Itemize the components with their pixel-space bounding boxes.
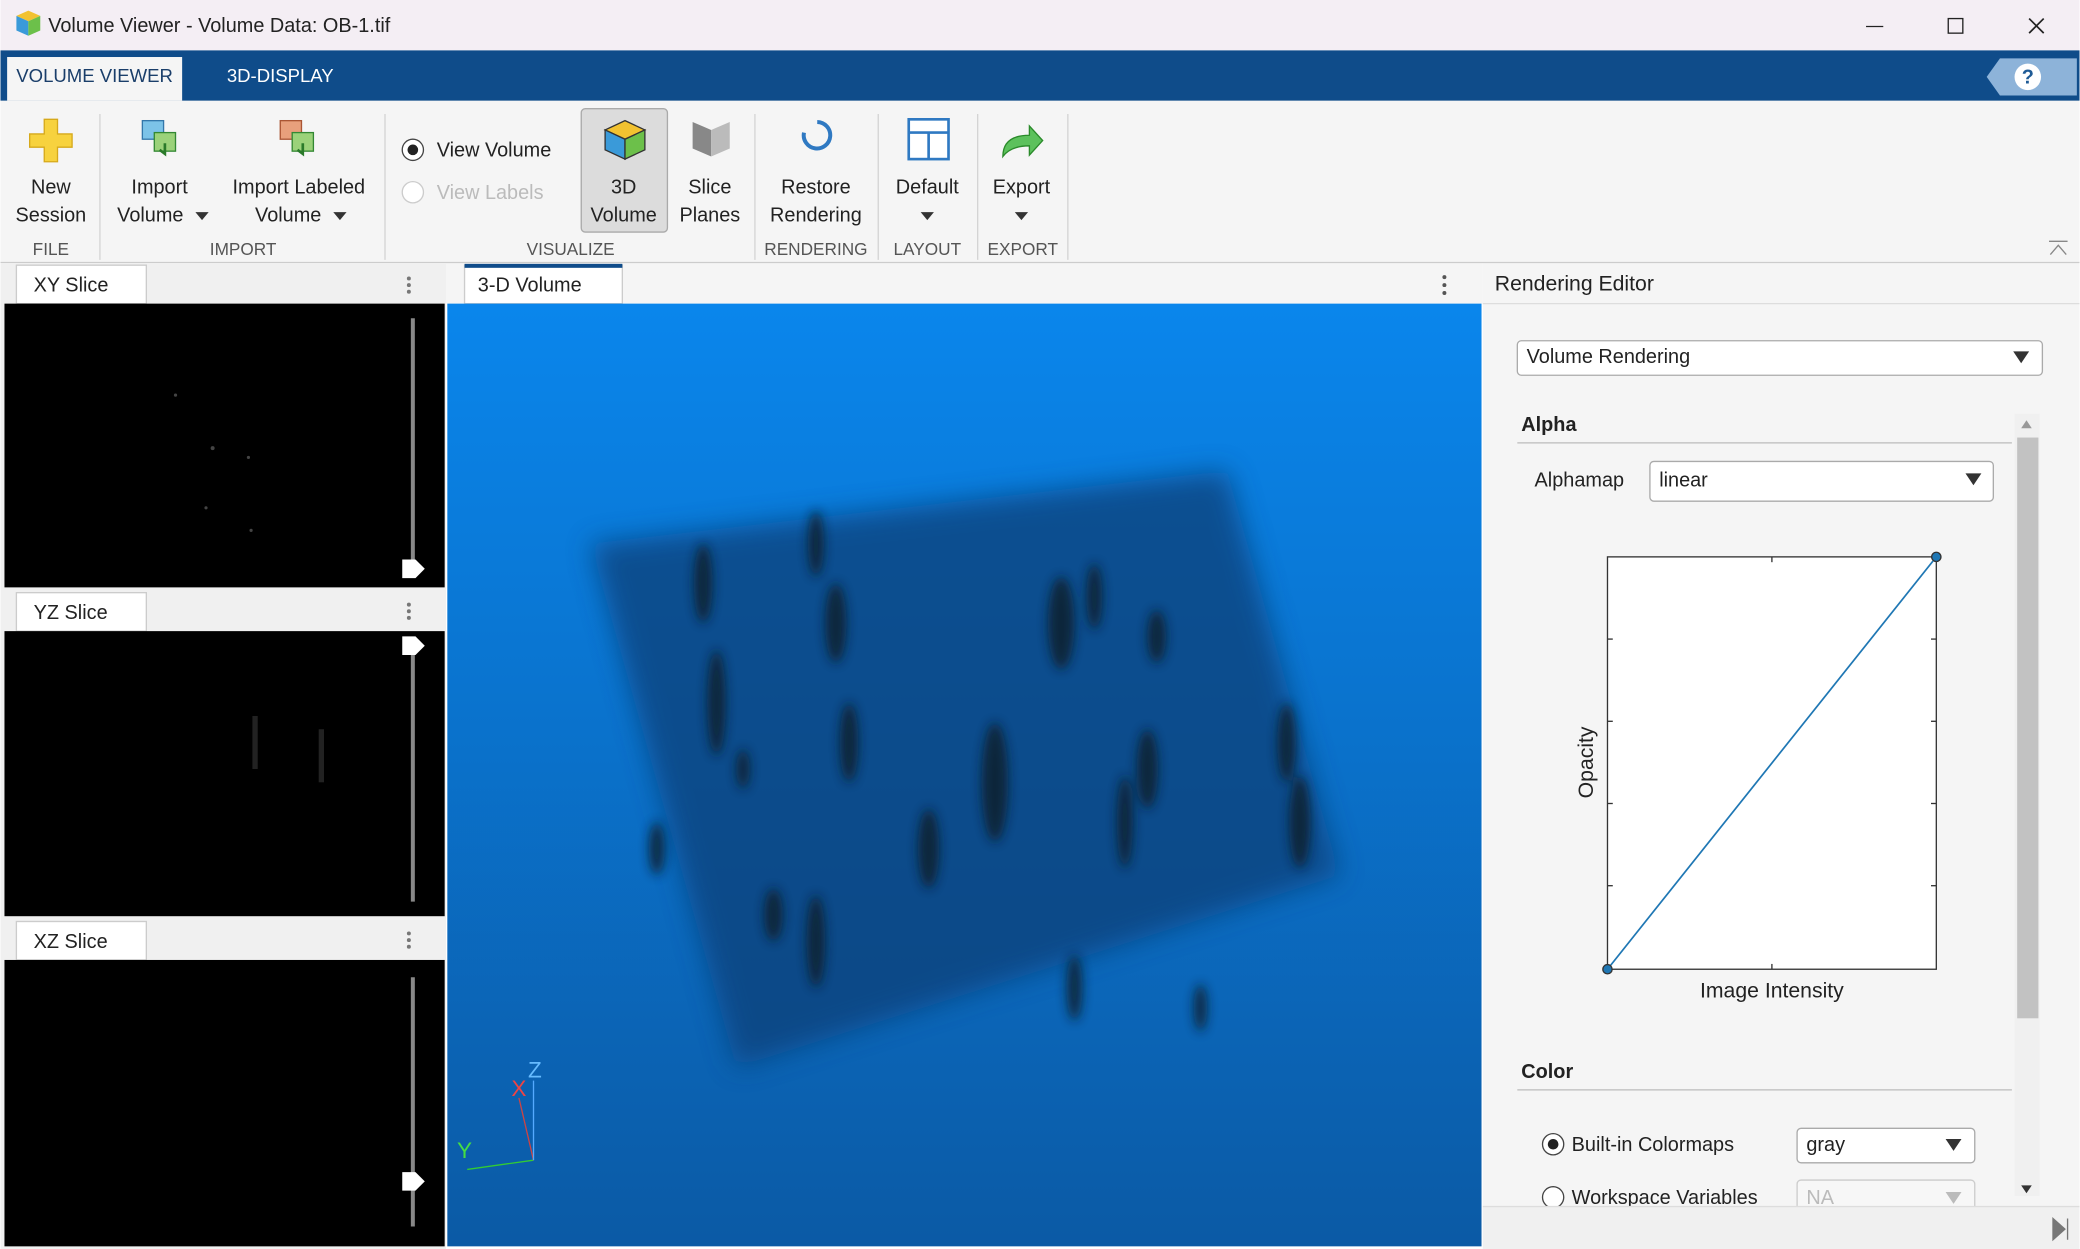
import-icon (141, 119, 177, 157)
button-label[interactable]: Default (896, 177, 959, 199)
dropdown-value: linear (1659, 470, 1708, 492)
button-label[interactable]: Slice (688, 177, 731, 199)
button-label[interactable]: Import Labeled (233, 177, 366, 199)
app-icon (16, 10, 41, 36)
panel-tab[interactable]: XZ Slice (34, 931, 108, 953)
y-axis-label: Opacity (1575, 726, 1598, 798)
field-label: Alphamap (1535, 470, 1625, 492)
dropdown-arrow (1014, 212, 1029, 221)
button-label[interactable]: Session (16, 204, 87, 226)
button-label[interactable]: Export (993, 177, 1051, 199)
button-label[interactable]: Restore (781, 177, 851, 199)
help-text: ? (2022, 66, 2034, 88)
section-heading: Alpha (1521, 414, 1577, 436)
tab-active[interactable] (7, 57, 183, 101)
dropdown-value: gray (1806, 1134, 1845, 1156)
axis-label: Y (457, 1138, 472, 1163)
mode-dropdown[interactable] (1516, 340, 2044, 376)
control-point[interactable] (1602, 963, 1613, 975)
volume-render (590, 470, 1340, 1068)
dropdown-value: NA (1806, 1187, 1834, 1209)
new-icon (28, 118, 73, 163)
radio-dot (1547, 1138, 1559, 1150)
expand-button[interactable] (2052, 1217, 2069, 1242)
3d-icon (603, 119, 647, 161)
slice-panels (0, 263, 446, 1249)
group-label: FILE (33, 239, 69, 259)
maximize[interactable] (1947, 17, 1964, 34)
radio[interactable] (1541, 1186, 1565, 1209)
alphamap-dropdown[interactable] (1649, 460, 1994, 502)
help-icon (2014, 63, 2042, 91)
title-bar (0, 0, 2080, 51)
section-heading: Color (1521, 1061, 1573, 1083)
radio-dot (407, 144, 419, 156)
dropdown-arrow (1945, 1191, 1962, 1204)
layout-icon (907, 118, 950, 161)
plot-ticks (1607, 556, 1937, 970)
axis-label: X (511, 1076, 526, 1101)
import-labeled-icon (279, 119, 315, 157)
alpha-curve (1606, 556, 1937, 970)
colormap-dropdown[interactable] (1796, 1127, 1976, 1164)
group-label: LAYOUT (893, 239, 961, 259)
tab-label: VOLUME VIEWER (16, 65, 173, 86)
export-icon (1002, 124, 1044, 159)
button-label[interactable]: New (31, 177, 71, 199)
tab-indicator (464, 263, 623, 268)
control-point[interactable] (1931, 551, 1942, 563)
dropdown-arrow (1965, 473, 1982, 486)
button-label[interactable]: Planes (679, 204, 740, 226)
group-label: RENDERING (764, 239, 867, 259)
button-label[interactable]: Import (131, 177, 188, 199)
panel-tab[interactable]: XY Slice (34, 275, 109, 297)
option-label[interactable]: View Volume (437, 139, 552, 161)
dropdown-arrow (2013, 351, 2030, 364)
scroll-up[interactable] (2021, 420, 2032, 429)
button-label[interactable]: Volume (255, 204, 321, 226)
group-label: VISUALIZE (527, 239, 615, 259)
collapse-ribbon[interactable] (2049, 240, 2068, 256)
axes-triad (467, 1080, 535, 1171)
slice-icon (692, 121, 730, 157)
option-label: View Labels (437, 182, 544, 204)
panel-tab-box (463, 264, 624, 305)
button-label[interactable]: 3D (611, 177, 636, 199)
tab-label[interactable]: 3D-DISPLAY (227, 65, 334, 86)
button-label[interactable]: Volume (117, 204, 183, 226)
dropdown-arrow (920, 212, 934, 221)
restore-icon (801, 119, 833, 151)
x-axis-label: Image Intensity (1700, 979, 1844, 1002)
option-label[interactable]: Built-in Colormaps (1572, 1134, 1734, 1156)
window-title: Volume Viewer - Volume Data: OB-1.tif (48, 15, 391, 37)
panel-tab[interactable]: 3-D Volume (478, 275, 582, 297)
group-label: IMPORT (210, 239, 277, 259)
tab-bar (0, 50, 2080, 101)
dropdown-arrow (333, 212, 347, 221)
close[interactable] (2028, 17, 2045, 34)
radio[interactable] (401, 180, 425, 204)
dropdown-arrow (1945, 1138, 1962, 1151)
status-bar (1482, 1206, 2080, 1249)
scroll-down[interactable] (2021, 1185, 2032, 1194)
button-selected[interactable] (580, 108, 669, 233)
panel-tab[interactable]: YZ Slice (34, 602, 108, 624)
option-label[interactable]: Workspace Variables (1572, 1187, 1758, 1209)
panel-menu[interactable] (1442, 275, 1447, 296)
editor-title: Rendering Editor (1495, 273, 1654, 296)
ribbon (0, 100, 2080, 263)
scroll-thumb[interactable] (2017, 437, 2039, 1019)
axis-label: Z (528, 1057, 542, 1082)
dropdown-arrow (195, 212, 209, 221)
separators (99, 114, 1069, 260)
group-label: EXPORT (988, 239, 1059, 259)
button-label[interactable]: Rendering (770, 204, 862, 226)
button-label[interactable]: Volume (591, 204, 657, 226)
dropdown-value: Volume Rendering (1527, 346, 1691, 368)
